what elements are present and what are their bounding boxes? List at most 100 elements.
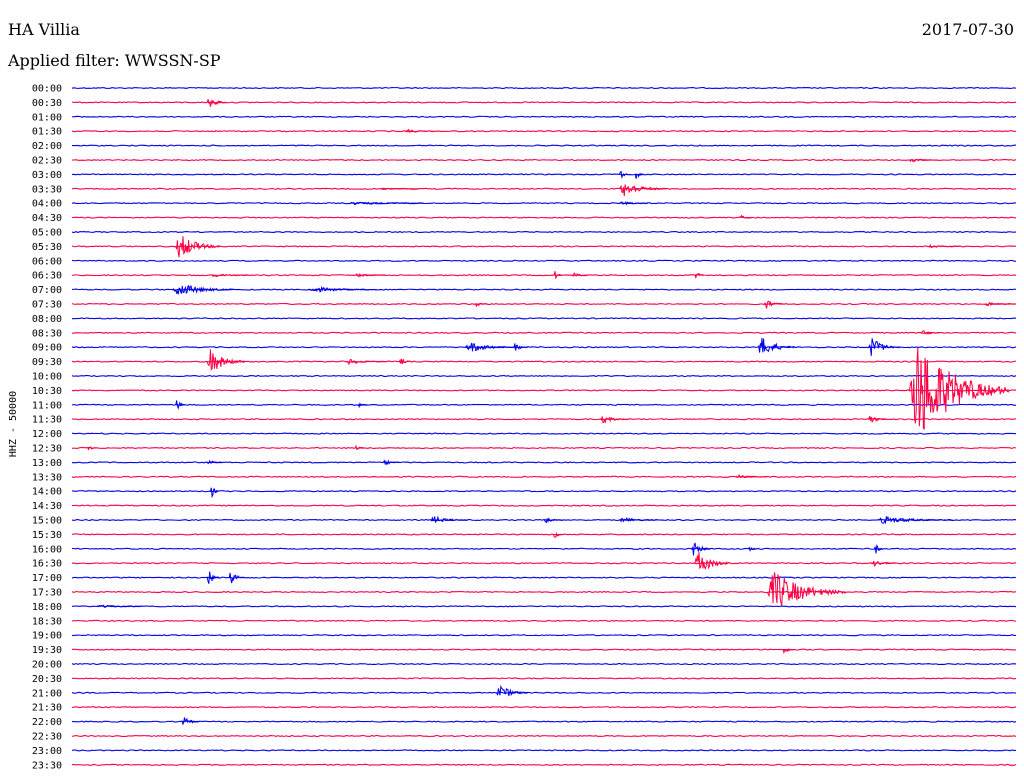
seismic-event [619, 184, 667, 197]
row-time-label: 21:00 [32, 688, 62, 699]
trace-line [71, 518, 1017, 522]
trace-line [71, 490, 1017, 493]
seismic-event [206, 349, 246, 371]
seismic-event [763, 300, 783, 309]
trace-line [71, 130, 1017, 133]
row-time-label: 23:30 [32, 760, 62, 771]
seismic-event [357, 402, 368, 409]
trace-line [71, 274, 1017, 277]
trace-line [71, 115, 1017, 118]
seismic-event [984, 301, 1016, 307]
row-time-label: 19:30 [32, 645, 62, 656]
row-time-label: 22:00 [32, 717, 62, 728]
trace-line [72, 317, 1017, 320]
seismic-event [175, 400, 185, 410]
seismic-event [871, 560, 897, 567]
row-time-label: 15:00 [32, 516, 62, 527]
seismic-event [97, 604, 142, 609]
seismic-event [619, 517, 664, 523]
trace-line [71, 216, 1017, 219]
trace-line [71, 634, 1017, 637]
row-time-label: 16:00 [32, 544, 62, 555]
row-time-label: 00:30 [32, 98, 62, 109]
filter-label: Applied filter: WWSSN-SP [8, 51, 221, 70]
seismic-event [571, 272, 588, 277]
trace-line [71, 619, 1017, 622]
trace-line [71, 706, 1017, 709]
trace-line [71, 144, 1017, 147]
row-time-label: 08:00 [32, 314, 62, 325]
seismic-event [873, 543, 884, 554]
time-tick-labels: 00:00 00:30 01:00 01:30 02:00 02:30 03:00 03:30… [32, 84, 62, 772]
row-time-label: 13:00 [32, 458, 62, 469]
seismic-event [738, 214, 752, 219]
seismic-event [512, 343, 528, 351]
trace-line [71, 403, 1017, 406]
trace-line [71, 533, 1017, 536]
row-time-label: 02:00 [32, 141, 62, 152]
seismic-event [181, 717, 201, 726]
row-time-label: 10:30 [32, 386, 62, 397]
seismic-event [206, 459, 223, 465]
row-time-label: 06:30 [32, 271, 62, 282]
trace-line [71, 346, 1017, 349]
seismic-event [464, 342, 512, 352]
row-time-label: 11:30 [32, 415, 62, 426]
trace-line [71, 173, 1017, 176]
trace-line [71, 720, 1017, 723]
row-time-label: 09:00 [32, 343, 62, 354]
row-time-label: 05:30 [32, 242, 62, 253]
seismic-event [619, 170, 629, 179]
seismic-event [748, 546, 758, 552]
seismic-event [543, 517, 563, 524]
trace-line [71, 446, 1017, 450]
trace-line [71, 418, 1017, 421]
seismic-event [877, 515, 953, 525]
seismic-event [553, 271, 563, 280]
seismic-event [348, 201, 425, 206]
seismic-event [206, 571, 220, 584]
row-time-label: 10:00 [32, 372, 62, 383]
seismic-event [175, 236, 220, 258]
seismic-event [210, 487, 220, 499]
channel-axis-label: HHZ - 50000 [8, 391, 19, 457]
trace-line [71, 749, 1017, 752]
trace-line [71, 547, 1017, 550]
seismic-event [766, 572, 847, 606]
trace-line [71, 302, 1017, 306]
row-time-label: 11:00 [32, 400, 62, 411]
seismic-event [398, 358, 412, 364]
seismic-event [908, 158, 938, 163]
seismic-event [782, 647, 796, 655]
trace-line [71, 158, 1017, 162]
seismic-event [228, 572, 245, 584]
row-time-label: 21:30 [32, 703, 62, 714]
trace-line [71, 648, 1017, 651]
seismic-event [908, 347, 1010, 430]
seismic-event [694, 273, 705, 279]
row-time-label: 05:00 [32, 228, 62, 239]
date-label: 2017-07-30 [921, 20, 1014, 39]
row-time-label: 03:30 [32, 184, 62, 195]
row-time-label: 22:30 [32, 732, 62, 743]
seismic-event [927, 243, 960, 249]
row-time-label: 00:00 [32, 84, 62, 95]
trace-line [71, 374, 1017, 378]
trace-line [71, 101, 1017, 104]
seismic-event [496, 684, 529, 697]
seismic-event [694, 551, 730, 570]
row-time-label: 03:00 [32, 170, 62, 181]
row-time-label: 16:30 [32, 559, 62, 570]
row-time-label: 04:00 [32, 199, 62, 210]
seismic-event [474, 302, 487, 308]
row-time-label: 18:30 [32, 616, 62, 627]
trace-line [71, 259, 1017, 262]
trace-line [71, 677, 1017, 680]
seismic-event [380, 187, 419, 191]
row-time-label: 14:30 [32, 501, 62, 512]
trace-line [71, 245, 1017, 248]
seismic-event [354, 444, 365, 450]
trace-line [71, 662, 1017, 666]
row-time-label: 04:30 [32, 213, 62, 224]
